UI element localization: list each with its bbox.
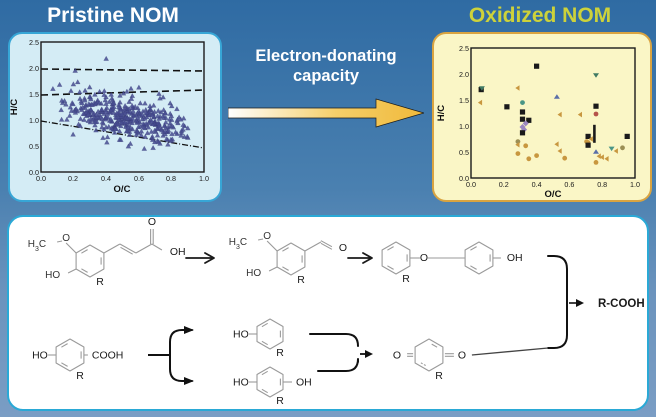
svg-text:0.0: 0.0 bbox=[466, 180, 476, 189]
svg-text:O: O bbox=[458, 350, 466, 362]
svg-text:1.5: 1.5 bbox=[29, 90, 39, 99]
svg-text:O: O bbox=[339, 242, 347, 254]
svg-text:0.2: 0.2 bbox=[68, 174, 78, 183]
svg-text:O: O bbox=[393, 350, 401, 362]
svg-text:OH: OH bbox=[296, 377, 312, 389]
svg-text:2.0: 2.0 bbox=[459, 70, 469, 79]
svg-text:O: O bbox=[62, 233, 70, 244]
svg-text:O: O bbox=[148, 216, 156, 228]
svg-text:1.0: 1.0 bbox=[199, 174, 209, 183]
svg-text:O: O bbox=[263, 231, 271, 242]
svg-text:H3C: H3C bbox=[229, 237, 247, 251]
svg-text:COOH: COOH bbox=[92, 350, 124, 362]
svg-text:OH: OH bbox=[170, 246, 186, 258]
svg-text:HO: HO bbox=[233, 377, 249, 389]
svg-text:0.2: 0.2 bbox=[499, 180, 509, 189]
svg-text:0.6: 0.6 bbox=[564, 180, 574, 189]
svg-text:R: R bbox=[276, 347, 284, 359]
svg-text:0.8: 0.8 bbox=[597, 180, 607, 189]
svg-text:R: R bbox=[276, 395, 284, 407]
svg-text:R: R bbox=[76, 370, 84, 382]
svg-text:HO: HO bbox=[45, 270, 60, 281]
svg-text:0.6: 0.6 bbox=[134, 174, 144, 183]
svg-text:O: O bbox=[420, 252, 428, 264]
svg-text:0.4: 0.4 bbox=[101, 174, 111, 183]
svg-text:R: R bbox=[96, 276, 104, 288]
svg-text:HO: HO bbox=[233, 329, 249, 341]
svg-text:R: R bbox=[402, 273, 410, 285]
svg-text:R: R bbox=[435, 370, 443, 382]
svg-text:1.0: 1.0 bbox=[459, 122, 469, 131]
svg-text:O/C: O/C bbox=[545, 189, 562, 198]
svg-text:R-COOH: R-COOH bbox=[598, 298, 645, 310]
svg-text:OH: OH bbox=[507, 252, 523, 264]
svg-text:0.5: 0.5 bbox=[29, 142, 39, 151]
svg-text:0.4: 0.4 bbox=[532, 180, 542, 189]
svg-text:HO: HO bbox=[246, 268, 261, 279]
svg-text:1.0: 1.0 bbox=[630, 180, 640, 189]
svg-text:R: R bbox=[297, 274, 305, 286]
svg-text:1.0: 1.0 bbox=[29, 116, 39, 125]
svg-text:0.5: 0.5 bbox=[459, 148, 469, 157]
svg-text:2.0: 2.0 bbox=[29, 64, 39, 73]
svg-text:0.0: 0.0 bbox=[36, 174, 46, 183]
svg-text:H3C: H3C bbox=[28, 239, 46, 253]
svg-text:0.8: 0.8 bbox=[166, 174, 176, 183]
svg-text:2.5: 2.5 bbox=[459, 44, 469, 53]
svg-text:H/C: H/C bbox=[436, 105, 447, 122]
svg-text:O/C: O/C bbox=[114, 184, 131, 195]
svg-text:HO: HO bbox=[32, 350, 48, 362]
svg-text:1.5: 1.5 bbox=[459, 96, 469, 105]
svg-text:H/C: H/C bbox=[9, 99, 20, 116]
svg-text:2.5: 2.5 bbox=[29, 38, 39, 47]
